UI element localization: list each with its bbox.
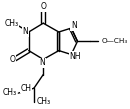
Text: CH₃: CH₃ xyxy=(37,97,51,106)
Text: NH: NH xyxy=(70,52,81,61)
Text: CH₃: CH₃ xyxy=(5,19,19,28)
Text: N: N xyxy=(23,27,28,37)
Text: N: N xyxy=(71,21,77,30)
Text: O: O xyxy=(40,2,46,11)
Text: N: N xyxy=(39,58,45,67)
Text: O—CH₃: O—CH₃ xyxy=(102,38,128,44)
Text: O: O xyxy=(9,55,15,64)
Text: CH₃: CH₃ xyxy=(2,88,16,97)
Text: CH: CH xyxy=(20,84,31,93)
